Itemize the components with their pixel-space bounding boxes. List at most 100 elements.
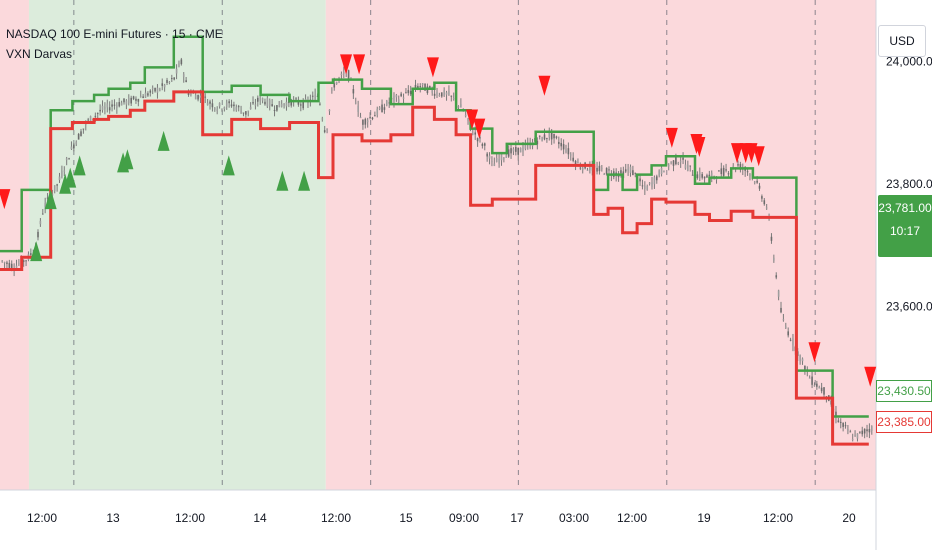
candle-body [801, 358, 804, 362]
candle-body [15, 265, 18, 269]
candle-body [58, 176, 61, 181]
candle-body [199, 95, 202, 98]
candle-body [837, 420, 840, 423]
candle-body [775, 275, 778, 278]
candle-body [333, 83, 336, 88]
candle-body [536, 140, 539, 145]
candle-body [419, 85, 422, 87]
candle-body [218, 102, 221, 107]
candle-body [271, 104, 273, 107]
x-tick-label: 09:00 [449, 511, 479, 525]
candle-body [493, 163, 496, 166]
x-tick-label: 19 [697, 511, 711, 525]
candle-body [627, 168, 629, 171]
candle-body [295, 98, 297, 100]
candle-body [214, 107, 216, 110]
indicator-label[interactable]: VXN Darvas [6, 47, 73, 61]
candle-body [87, 119, 89, 121]
candle-body [519, 148, 522, 153]
candle-body [414, 84, 417, 90]
candle-body [1, 260, 3, 262]
candle-body [359, 116, 362, 118]
sell-signal [538, 75, 551, 96]
candle-body [3, 262, 6, 264]
candle-body [653, 177, 656, 185]
candle-body [715, 178, 718, 180]
candle-body [756, 180, 758, 183]
candle-body [720, 168, 723, 175]
regime-zone-bear [325, 0, 876, 490]
currency-selector[interactable]: USD [878, 25, 926, 57]
candle-body [264, 101, 266, 105]
candle-body [347, 70, 350, 79]
candle-body [698, 171, 701, 179]
candle-body [476, 138, 479, 142]
candle-body [366, 120, 369, 123]
candle-body [206, 102, 209, 106]
candle-body [450, 95, 453, 97]
candle-body [522, 146, 524, 152]
candle-body [708, 174, 711, 176]
candle-body [655, 176, 658, 181]
candle-body [474, 132, 477, 135]
candle-body [467, 118, 469, 121]
candle-body [378, 107, 381, 110]
candle-body [818, 387, 821, 389]
candle-body [460, 104, 462, 108]
candle-body [283, 103, 285, 106]
candle-body [170, 78, 173, 80]
candle-body [125, 100, 128, 105]
candle-body [859, 431, 861, 433]
candle-body [151, 87, 154, 89]
candle-body [601, 167, 603, 169]
candle-body [586, 169, 589, 171]
x-tick-label: 12:00 [763, 511, 793, 525]
candle-body [235, 107, 238, 111]
x-tick-label: 12:00 [321, 511, 351, 525]
buy-signal [64, 167, 77, 188]
candle-body [123, 98, 125, 103]
candle-body [703, 176, 706, 179]
candle-body [677, 162, 680, 164]
candle-body [727, 173, 730, 175]
candle-body [402, 97, 405, 99]
candle-body [328, 109, 331, 112]
candle-body [273, 109, 276, 111]
y-tick-label: 23,600.00 [886, 299, 932, 313]
candle-body [278, 101, 281, 108]
sell-signal [340, 54, 353, 75]
candle-body [871, 426, 873, 432]
buy-signal [30, 241, 43, 262]
buy-signal [73, 155, 86, 176]
candle-body [41, 213, 44, 215]
candle-body [352, 89, 355, 94]
candle-body [548, 132, 551, 138]
candle-body [300, 104, 302, 106]
candle-body [608, 169, 610, 171]
candle-body [311, 95, 314, 97]
x-tick-label: 13 [106, 511, 120, 525]
candle-body [30, 253, 32, 255]
candle-body [842, 422, 844, 427]
candle-body [861, 430, 864, 435]
candle-body [589, 164, 591, 171]
candle-body [407, 90, 410, 94]
candle-body [187, 92, 190, 95]
candle-body [710, 172, 713, 178]
candle-body [577, 162, 579, 164]
sell-signal [466, 109, 479, 130]
sell-signal [0, 189, 11, 210]
candle-body [185, 80, 187, 83]
candle-body [319, 103, 321, 105]
candle-body [725, 169, 727, 171]
candle-body [364, 118, 367, 125]
candle-body [65, 158, 68, 161]
candle-body [603, 174, 606, 176]
candle-body [495, 157, 498, 162]
candle-body [553, 133, 555, 139]
candle-body [381, 104, 383, 113]
candle-body [784, 326, 787, 328]
candle-body [782, 319, 785, 321]
candle-body [44, 203, 46, 208]
candle-body [39, 220, 42, 225]
